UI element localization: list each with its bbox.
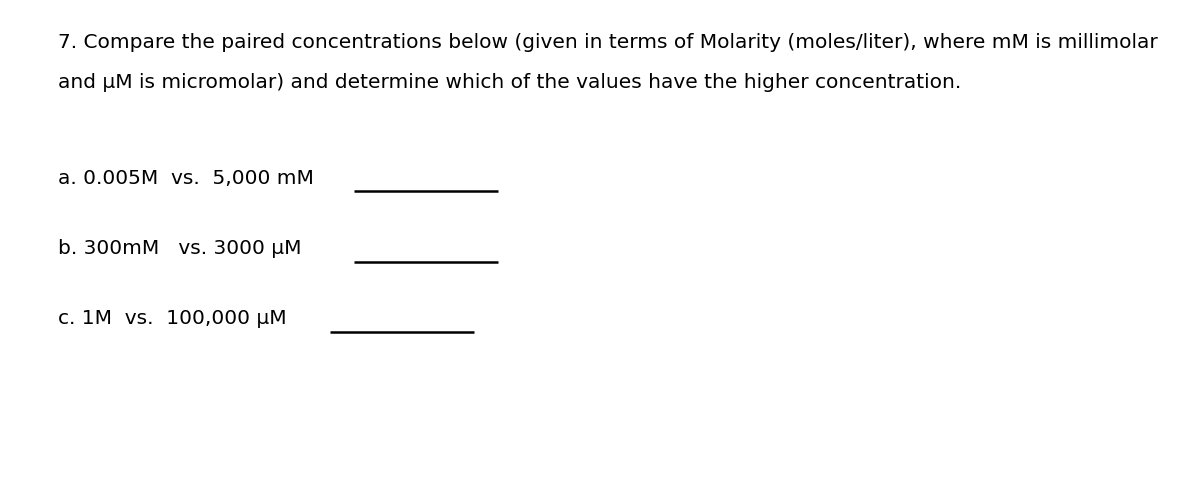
Text: 7. Compare the paired concentrations below (given in terms of Molarity (moles/li: 7. Compare the paired concentrations bel… — [58, 33, 1157, 52]
Text: c. 1M  vs.  100,000 μM: c. 1M vs. 100,000 μM — [58, 309, 287, 328]
Text: a. 0.005M  vs.  5,000 mM: a. 0.005M vs. 5,000 mM — [58, 169, 313, 188]
Text: and μM is micromolar) and determine which of the values have the higher concentr: and μM is micromolar) and determine whic… — [58, 73, 961, 92]
Text: b. 300mM   vs. 3000 μM: b. 300mM vs. 3000 μM — [58, 239, 301, 258]
